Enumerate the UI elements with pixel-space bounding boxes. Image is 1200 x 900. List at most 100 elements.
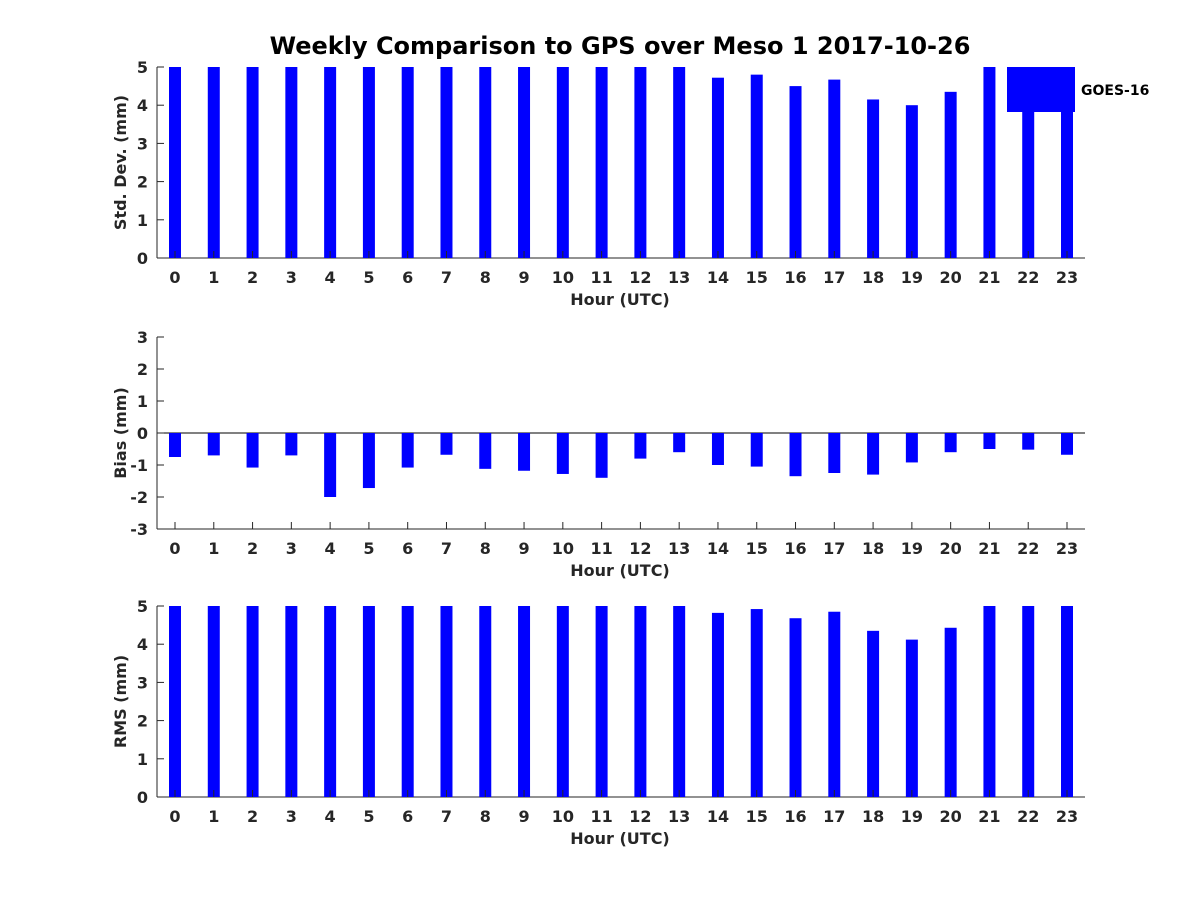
x-tick-label: 3: [286, 807, 297, 826]
x-tick-label: 19: [901, 807, 923, 826]
bar-hour-15: [750, 74, 763, 258]
bar-hour-17: [828, 433, 841, 473]
y-tick-label: -3: [130, 520, 148, 539]
bar-hour-2: [246, 433, 259, 468]
bar-hour-16: [789, 618, 802, 797]
bar-hour-9: [518, 67, 531, 258]
bar-hour-6: [401, 606, 414, 797]
x-tick-label: 19: [901, 268, 923, 287]
x-tick-label: 0: [169, 807, 180, 826]
x-tick-label: 16: [784, 539, 806, 558]
x-tick-label: 17: [823, 539, 845, 558]
bar-hour-22: [1022, 606, 1035, 797]
x-tick-label: 21: [978, 268, 1000, 287]
x-tick-label: 2: [247, 807, 258, 826]
x-tick-label: 20: [940, 268, 962, 287]
bar-hour-16: [789, 86, 802, 258]
bar-hour-21: [983, 433, 996, 449]
bar-hour-9: [518, 606, 531, 797]
y-tick-label: 1: [137, 211, 148, 230]
x-tick-label: 22: [1017, 268, 1039, 287]
x-tick-label: 4: [325, 807, 336, 826]
bar-hour-21: [983, 606, 996, 797]
bar-hour-12: [634, 433, 647, 459]
x-tick-label: 12: [629, 268, 651, 287]
bar-hour-15: [750, 433, 763, 467]
bar-hour-19: [905, 639, 918, 797]
x-tick-label: 15: [746, 268, 768, 287]
bar-hour-9: [518, 433, 531, 471]
y-axis-label: Std. Dev. (mm): [111, 95, 130, 230]
x-tick-label: 0: [169, 268, 180, 287]
x-tick-label: 3: [286, 539, 297, 558]
x-axis-label: Hour (UTC): [570, 561, 670, 580]
bar-hour-8: [479, 606, 492, 797]
x-tick-label: 13: [668, 539, 690, 558]
y-tick-label: 0: [137, 249, 148, 268]
x-tick-label: 2: [247, 268, 258, 287]
x-tick-label: 19: [901, 539, 923, 558]
bar-hour-1: [207, 606, 220, 797]
x-axis-label: Hour (UTC): [570, 290, 670, 309]
bar-hour-13: [673, 433, 686, 453]
y-tick-label: -1: [130, 456, 148, 475]
x-tick-label: 14: [707, 539, 729, 558]
legend: GOES-16: [1007, 67, 1149, 112]
bar-hour-0: [169, 67, 181, 258]
x-tick-label: 16: [784, 807, 806, 826]
bar-hour-19: [905, 105, 918, 258]
y-tick-label: 3: [137, 134, 148, 153]
bar-hour-8: [479, 433, 492, 469]
bar-hour-12: [634, 67, 647, 258]
y-tick-label: 4: [137, 96, 148, 115]
x-tick-label: 1: [208, 539, 219, 558]
bar-hour-5: [362, 606, 375, 797]
x-tick-label: 11: [590, 268, 612, 287]
x-tick-label: 17: [823, 268, 845, 287]
bar-hour-14: [711, 612, 724, 797]
bar-hour-2: [246, 606, 259, 797]
bar-hour-1: [207, 433, 220, 456]
x-tick-label: 7: [441, 807, 452, 826]
x-tick-label: 6: [402, 539, 413, 558]
bar-hour-3: [285, 67, 298, 258]
x-tick-label: 3: [286, 268, 297, 287]
x-tick-label: 9: [518, 539, 529, 558]
bar-hour-11: [595, 433, 608, 478]
bar-hour-19: [905, 433, 918, 463]
x-tick-label: 14: [707, 268, 729, 287]
bar-hour-17: [828, 79, 841, 258]
x-tick-label: 20: [940, 539, 962, 558]
bar-hour-23: [1061, 67, 1073, 258]
y-tick-label: -2: [130, 488, 148, 507]
bar-hour-11: [595, 606, 608, 797]
bar-hour-20: [944, 627, 957, 797]
x-tick-label: 23: [1056, 539, 1078, 558]
bar-hour-10: [556, 606, 569, 797]
x-tick-label: 8: [480, 807, 491, 826]
bar-hour-17: [828, 611, 841, 797]
legend-swatch: [1007, 67, 1075, 112]
bar-hour-18: [867, 433, 880, 475]
bar-hour-4: [324, 433, 337, 497]
x-tick-label: 18: [862, 539, 884, 558]
bar-hour-4: [324, 67, 337, 258]
x-tick-label: 15: [746, 807, 768, 826]
x-tick-label: 20: [940, 807, 962, 826]
x-tick-label: 11: [590, 539, 612, 558]
bar-hour-1: [207, 67, 220, 258]
bar-hour-7: [440, 606, 453, 797]
x-tick-label: 7: [441, 539, 452, 558]
bar-hour-6: [401, 67, 414, 258]
bar-hour-18: [867, 630, 880, 797]
x-tick-label: 7: [441, 268, 452, 287]
x-tick-label: 6: [402, 807, 413, 826]
x-tick-label: 15: [746, 539, 768, 558]
x-tick-label: 22: [1017, 807, 1039, 826]
bar-hour-5: [362, 433, 375, 489]
bar-hour-2: [246, 67, 259, 258]
y-tick-label: 4: [137, 635, 148, 654]
